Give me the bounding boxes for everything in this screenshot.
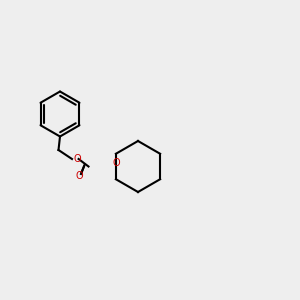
- Text: O: O: [112, 158, 120, 169]
- Text: O: O: [74, 154, 81, 164]
- Text: O: O: [76, 170, 83, 181]
